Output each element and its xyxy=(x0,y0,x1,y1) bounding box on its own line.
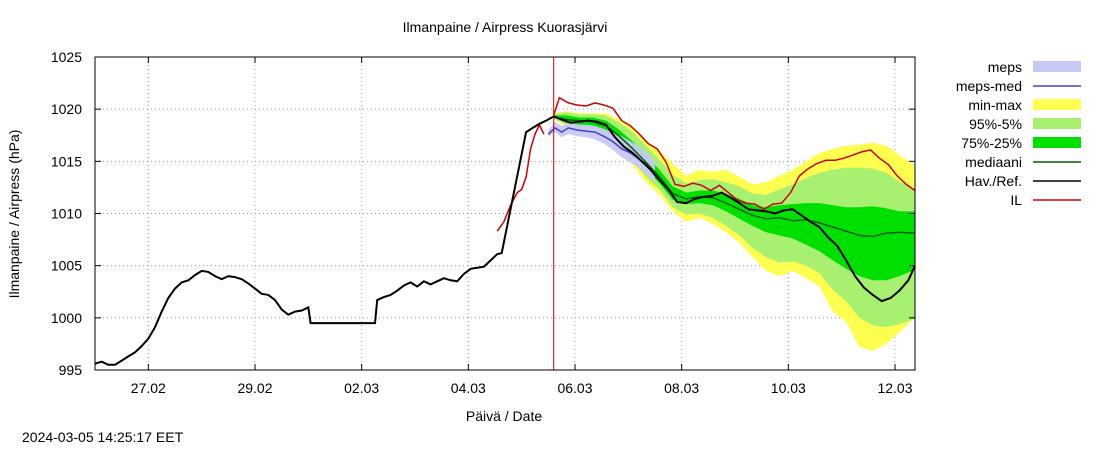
y-tick-label: 1000 xyxy=(51,310,82,326)
x-tick-label: 10.03 xyxy=(771,380,806,396)
plot-area xyxy=(94,56,916,371)
x-tick-label: 12.03 xyxy=(877,380,912,396)
legend-swatch-p95_5 xyxy=(1033,118,1081,129)
y-tick-label: 1005 xyxy=(51,258,82,274)
legend-label-p75_25: 75%-25% xyxy=(961,135,1022,151)
legend-label-meps: meps xyxy=(988,59,1022,75)
timestamp-footer: 2024-03-05 14:25:17 EET xyxy=(22,429,184,445)
x-tick-label: 27.02 xyxy=(131,380,166,396)
line-il-forecast xyxy=(552,96,916,211)
x-tick-label: 08.03 xyxy=(664,380,699,396)
legend-label-median: mediaani xyxy=(965,154,1022,170)
line-il-history xyxy=(496,123,545,232)
x-tick-label: 29.02 xyxy=(237,380,272,396)
legend-swatch-p75_25 xyxy=(1033,137,1081,148)
y-tick-label: 1025 xyxy=(51,49,82,65)
legend-swatch-minmax xyxy=(1033,99,1081,110)
x-tick-label: 02.03 xyxy=(344,380,379,396)
legend-label-p95_5: 95%-5% xyxy=(969,116,1022,132)
axes: 995 1000 1005 1010 1015 1020 1025 27.02 29.02 02.… xyxy=(51,49,916,396)
legend-label-minmax: min-max xyxy=(968,97,1022,113)
band-meps xyxy=(548,121,655,183)
legend-label-il: IL xyxy=(1010,192,1022,208)
legend: meps meps-med min-max 95%-5% 75%-25% mediaani… xyxy=(956,59,1081,208)
y-tick-label: 995 xyxy=(59,362,83,378)
y-tick-label: 1020 xyxy=(51,101,82,117)
line-hav-ref xyxy=(94,115,916,366)
legend-label-meps_med: meps-med xyxy=(956,78,1022,94)
x-axis-label: Päivä / Date xyxy=(466,408,542,424)
x-tick-label: 06.03 xyxy=(557,380,592,396)
y-tick-label: 1015 xyxy=(51,153,82,169)
legend-swatch-meps xyxy=(1033,61,1081,72)
x-tick-label: 04.03 xyxy=(451,380,486,396)
y-tick-label: 1010 xyxy=(51,206,82,222)
chart-title: Ilmanpaine / Airpress Kuorasjärvi xyxy=(403,19,608,35)
y-axis-label: Ilmanpaine / Airpress (hPa) xyxy=(6,130,22,299)
line-mediaani xyxy=(553,115,916,238)
legend-label-obs: Hav./Ref. xyxy=(965,173,1022,189)
